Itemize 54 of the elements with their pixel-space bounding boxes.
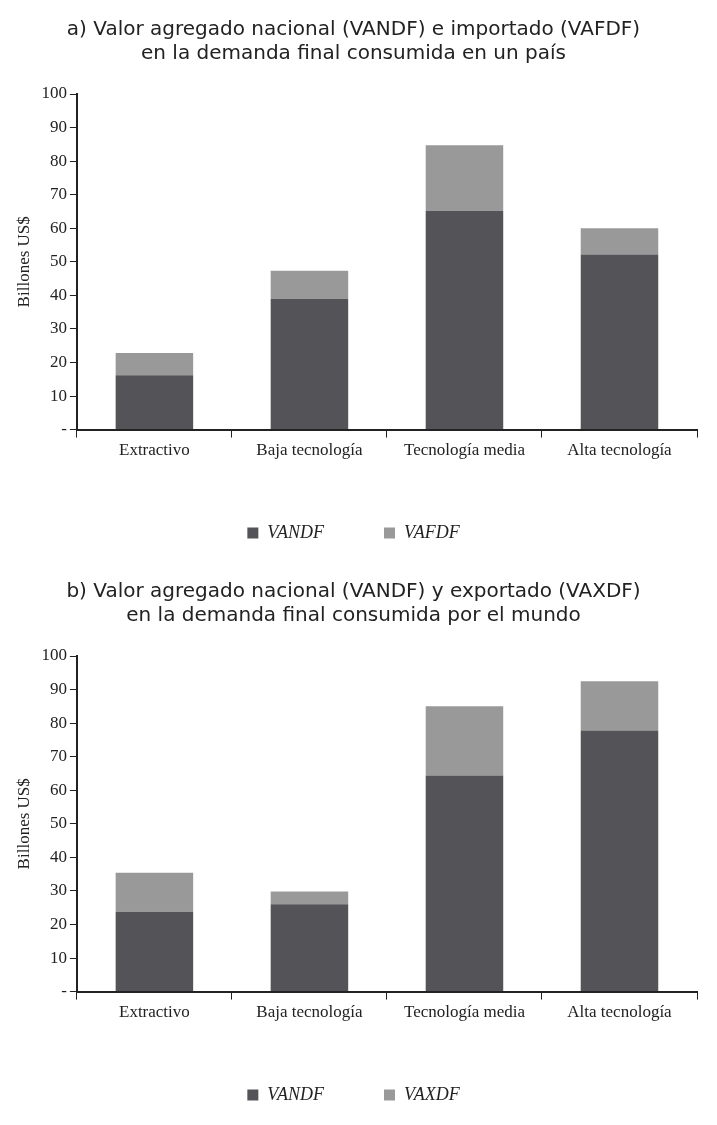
x-tick-label: Alta tecnología [567,1002,673,1022]
chart-title: b) Valor agregado nacional (VANDF) y exportado (VAXDF) en la demanda final consumida por el mundo [66,578,641,627]
x-tick-label: Alta tecnología [567,440,673,460]
y-tick-label: 30 [49,880,67,900]
bar [115,872,194,912]
y-tick-label: 20 [49,913,67,933]
y-tick-label: - [61,981,68,1001]
y-tick-label: 20 [49,351,67,371]
y-tick-label: 60 [49,217,67,237]
bar [270,299,349,430]
bar [270,891,349,905]
bar [425,775,504,992]
legend-label: VAXDF [404,1083,461,1104]
y-tick-label: 70 [49,746,67,766]
bar [425,706,504,776]
legend-label: VAFDF [404,521,461,542]
y-tick-label: 30 [49,318,67,338]
bar [115,375,194,430]
y-tick-label: 80 [49,712,67,732]
bar [580,681,659,731]
y-tick-label: 10 [49,385,67,405]
bar [115,911,194,992]
y-axis-title: Billones US$ [13,216,33,308]
y-tick-label: 80 [49,150,67,170]
bar [580,730,659,992]
bar [115,353,194,376]
y-axis-title: Billones US$ [13,778,33,870]
legend-label: VANDF [267,521,326,542]
x-tick-label: Tecnología media [403,1002,526,1022]
y-tick-label: 90 [49,117,67,137]
y-tick-label: 50 [49,813,67,833]
y-tick-label: 70 [49,184,67,204]
y-tick-label: 100 [41,645,67,665]
chart-title: a) Valor agregado nacional (VANDF) e importado (VAFDF) en la demanda final consumida en un país [66,16,641,65]
bar [270,270,349,300]
y-tick-label: - [61,419,68,439]
y-tick-label: 100 [41,83,67,103]
bar [580,254,659,430]
bar [425,145,504,212]
bar [580,228,659,255]
y-tick-label: 90 [49,679,67,699]
x-tick-label: Extractivo [119,440,190,460]
y-tick-label: 40 [49,846,67,866]
legend-label: VANDF [267,1083,326,1104]
x-tick-label: Extractivo [119,1002,190,1022]
y-tick-label: 50 [49,251,67,271]
y-tick-label: 60 [49,779,67,799]
bar [270,904,349,992]
x-tick-label: Baja tecnología [256,440,363,460]
bar [425,211,504,430]
x-tick-label: Tecnología media [403,440,526,460]
y-tick-label: 10 [49,947,67,967]
x-tick-label: Baja tecnología [256,1002,363,1022]
y-tick-label: 40 [49,284,67,304]
